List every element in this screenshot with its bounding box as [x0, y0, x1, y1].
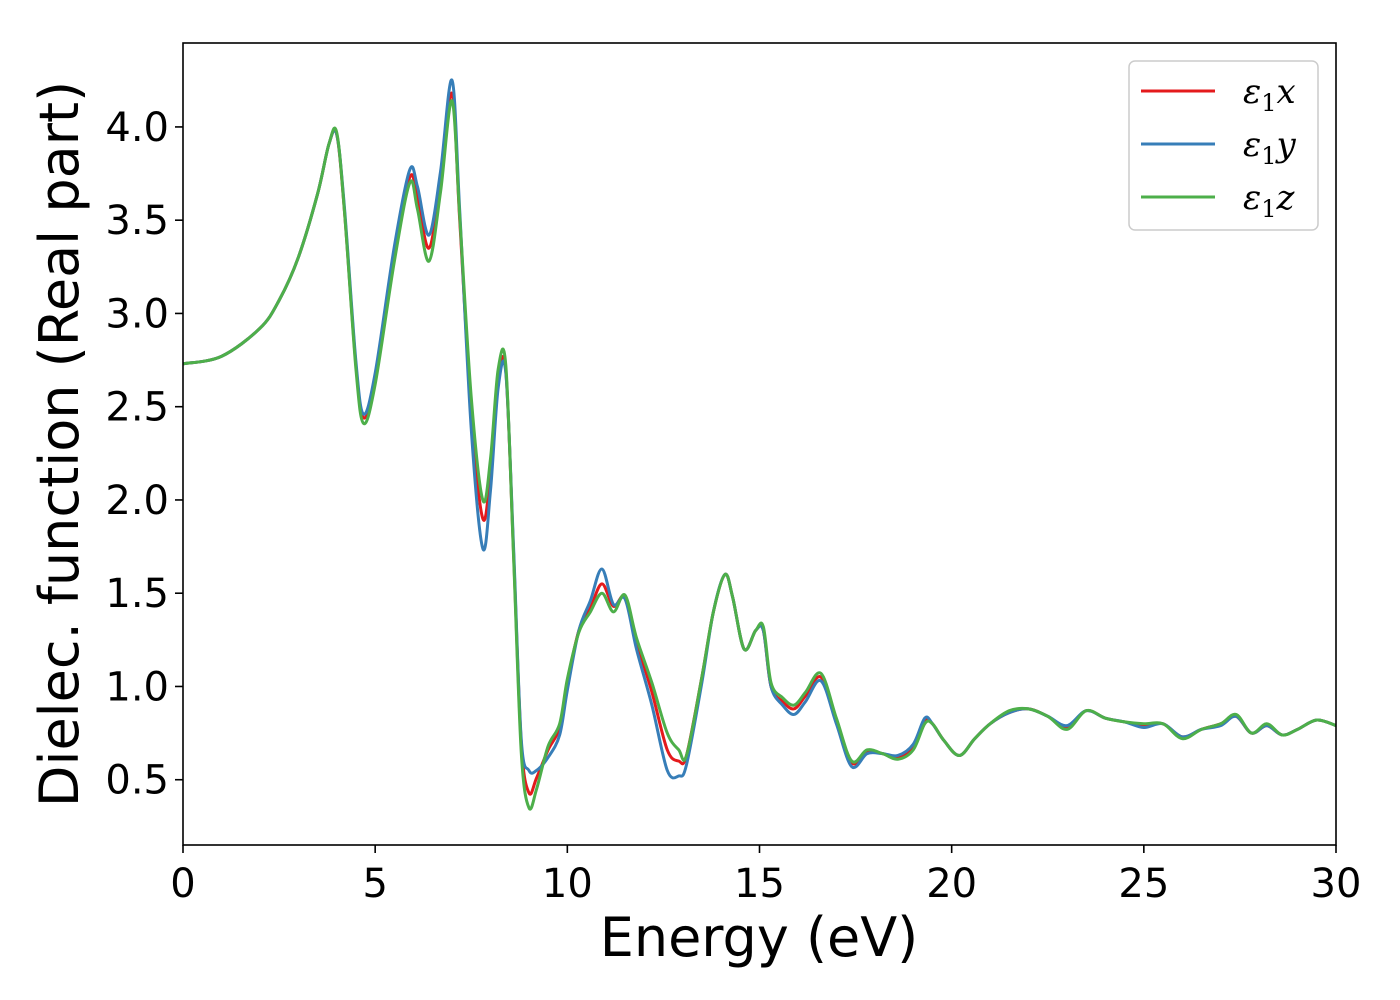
- legend-subscript: 1: [1261, 142, 1276, 170]
- x-tick-label: 5: [362, 861, 387, 907]
- y-tick-label: 2.5: [105, 385, 169, 431]
- x-tick-label: 30: [1311, 861, 1362, 907]
- x-axis: 0 5 10 15 20 25 30: [170, 845, 1361, 907]
- y-tick-label: 0.5: [105, 758, 169, 804]
- legend-subscript: 1: [1261, 89, 1276, 117]
- y-tick-label: 1.0: [105, 664, 169, 710]
- x-tick-label: 0: [170, 861, 195, 907]
- y-tick-label: 3.5: [105, 198, 169, 244]
- y-tick-label: 3.0: [105, 291, 169, 337]
- x-tick-label: 25: [1118, 861, 1169, 907]
- legend-box: [1128, 60, 1319, 231]
- series-layer: [183, 78, 1336, 811]
- x-axis-label: Energy (eV): [600, 906, 919, 969]
- x-tick-label: 20: [926, 861, 977, 907]
- legend-symbol: ε: [1243, 178, 1261, 218]
- x-tick-label: 15: [734, 861, 785, 907]
- x-tick-label: 10: [542, 861, 593, 907]
- legend-symbol: ε: [1243, 72, 1261, 112]
- legend-label-z: ε1z: [1243, 178, 1296, 223]
- series-line-y: [183, 78, 1336, 780]
- legend-variable: y: [1275, 125, 1297, 165]
- legend-label-y: ε1y: [1243, 125, 1297, 170]
- legend-symbol: ε: [1243, 125, 1261, 165]
- y-tick-label: 1.5: [105, 571, 169, 617]
- legend-variable: x: [1277, 72, 1296, 112]
- y-axis: 0.5 1.0 1.5 2.0 2.5 3.0 3.5 4.0: [105, 105, 183, 804]
- legend-variable: z: [1276, 178, 1296, 218]
- legend-subscript: 1: [1261, 195, 1276, 223]
- series-line-z: [183, 99, 1336, 811]
- y-axis-label: Dielec. function (Real part): [28, 81, 91, 807]
- y-tick-label: 4.0: [105, 105, 169, 151]
- y-tick-label: 2.0: [105, 478, 169, 524]
- legend-label-x: ε1x: [1243, 72, 1296, 117]
